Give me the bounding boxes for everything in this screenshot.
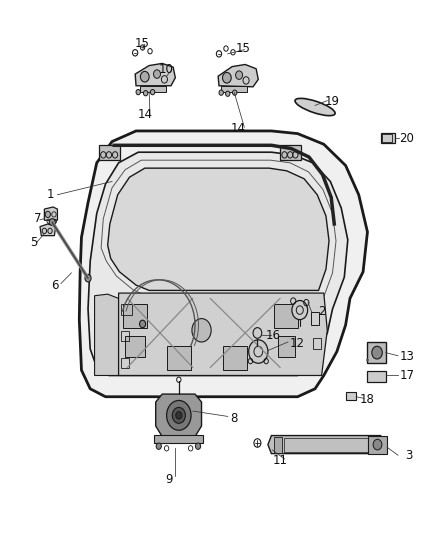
Circle shape: [141, 71, 149, 82]
Polygon shape: [44, 207, 57, 220]
Bar: [121, 304, 132, 316]
Bar: [278, 336, 295, 357]
Bar: [367, 342, 386, 364]
Polygon shape: [135, 63, 175, 86]
Bar: [381, 133, 395, 143]
Circle shape: [150, 90, 155, 95]
Circle shape: [172, 407, 185, 423]
Text: 18: 18: [360, 393, 375, 406]
Bar: [221, 86, 247, 92]
Circle shape: [223, 72, 231, 83]
Circle shape: [45, 211, 50, 217]
Polygon shape: [119, 293, 327, 375]
Bar: [368, 435, 387, 454]
Circle shape: [373, 439, 382, 450]
Bar: [311, 312, 319, 325]
Circle shape: [219, 90, 223, 95]
Polygon shape: [268, 435, 387, 454]
Circle shape: [166, 400, 191, 430]
Bar: [254, 345, 261, 349]
Circle shape: [136, 90, 141, 95]
Text: 5: 5: [30, 236, 37, 249]
Circle shape: [292, 301, 307, 320]
Circle shape: [49, 219, 55, 226]
Polygon shape: [88, 152, 348, 375]
Polygon shape: [95, 294, 119, 375]
Polygon shape: [155, 394, 201, 437]
Text: 3: 3: [405, 449, 413, 462]
Polygon shape: [218, 64, 258, 87]
Bar: [99, 146, 120, 160]
Text: 6: 6: [52, 279, 59, 292]
Circle shape: [372, 346, 382, 359]
Text: 2: 2: [318, 305, 325, 318]
Bar: [121, 332, 129, 341]
Bar: [280, 146, 301, 160]
Bar: [274, 304, 297, 328]
Circle shape: [144, 91, 148, 96]
Bar: [123, 304, 147, 328]
Circle shape: [156, 443, 161, 449]
Text: 19: 19: [325, 95, 340, 108]
Circle shape: [249, 340, 268, 364]
Bar: [154, 435, 203, 443]
Text: 13: 13: [399, 350, 414, 364]
Text: 10: 10: [159, 63, 174, 76]
Circle shape: [226, 91, 230, 96]
Bar: [367, 370, 386, 382]
Ellipse shape: [295, 99, 335, 116]
Bar: [166, 346, 191, 370]
Circle shape: [233, 90, 237, 95]
Circle shape: [176, 411, 182, 419]
Text: 1: 1: [47, 188, 55, 201]
Bar: [121, 358, 129, 368]
Circle shape: [236, 71, 243, 79]
Bar: [274, 437, 283, 453]
Text: 14: 14: [231, 122, 246, 135]
Text: 9: 9: [165, 473, 173, 486]
Circle shape: [253, 328, 262, 338]
Bar: [346, 392, 356, 400]
Text: 7: 7: [34, 212, 42, 225]
Text: 14: 14: [137, 109, 152, 122]
Bar: [140, 86, 166, 92]
Circle shape: [195, 443, 201, 449]
Text: 16: 16: [266, 329, 281, 342]
Bar: [125, 336, 145, 357]
Polygon shape: [108, 168, 329, 290]
Text: 15: 15: [135, 37, 150, 50]
Circle shape: [192, 319, 211, 342]
Circle shape: [85, 274, 91, 282]
Text: 15: 15: [236, 42, 251, 55]
Circle shape: [153, 70, 160, 78]
Bar: [313, 338, 321, 349]
Bar: [382, 134, 392, 142]
Polygon shape: [40, 224, 56, 236]
Polygon shape: [79, 131, 367, 397]
Text: 11: 11: [272, 454, 288, 467]
Text: 17: 17: [399, 369, 414, 382]
Circle shape: [140, 320, 146, 328]
Text: 8: 8: [230, 411, 238, 424]
Text: 12: 12: [290, 337, 305, 350]
Text: 20: 20: [399, 132, 414, 146]
Bar: [223, 346, 247, 370]
Bar: [284, 438, 371, 451]
